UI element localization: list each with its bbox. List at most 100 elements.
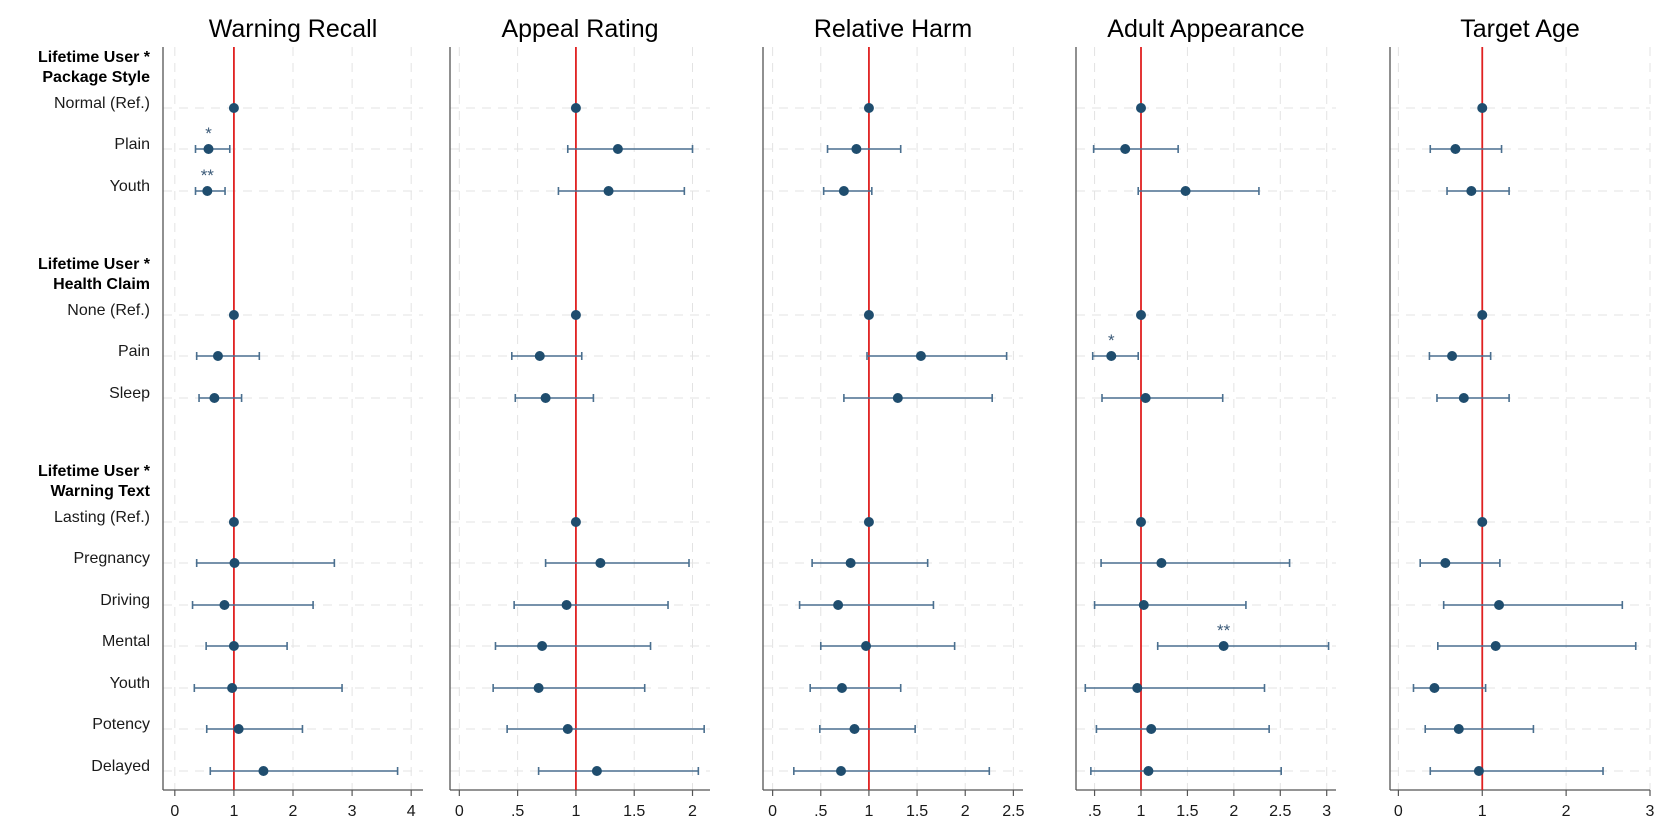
panel-target-age-lasting-ref-6-point [1477, 517, 1488, 527]
panel-adult-appearance-none-ref-3-point [1136, 310, 1146, 320]
panel-warning-recall-sleep-5-point [209, 393, 220, 403]
panel-target-age-normal-ref-0-point [1477, 103, 1488, 113]
panel-relative-harm-lasting-ref-6-point [863, 517, 874, 527]
row-label-mental: Mental [102, 633, 150, 650]
panel-adult-appearance-youth-2-point [1180, 186, 1191, 196]
panel-target-age-plain-1-point [1450, 144, 1461, 154]
panel-warning-recall-delayed-12-point [258, 766, 269, 776]
panel-target-age-none-ref-3-point [1477, 310, 1488, 320]
panel-target-age-pain-4-point [1447, 351, 1458, 361]
panel-appeal-rating: 0 .5 1 1.5 2 Appeal Rating [449, 15, 710, 820]
panel-adult-appearance-normal-ref-0-point [1136, 103, 1146, 113]
panel-appeal-rating-tick-label-4: 2 [688, 803, 697, 820]
row-label-youth-warning: Youth [110, 675, 150, 692]
panel-warning-recall-pregnancy-7-point [229, 558, 240, 568]
panel-warning-recall-plain-1-point [203, 144, 214, 154]
panel-target-age-tick-label-1: 1 [1478, 803, 1487, 820]
panel-adult-appearance-tick-label-2: 1.5 [1176, 803, 1198, 820]
row-label-pregnancy: Pregnancy [74, 550, 151, 567]
panel-relative-harm-sleep-5-point [892, 393, 903, 403]
panel-appeal-rating-pain-4-point [534, 351, 545, 361]
panel-adult-appearance-youth-10-point [1132, 683, 1143, 693]
row-label-none-ref: None (Ref.) [67, 302, 150, 319]
panel-target-age: 0 1 2 3 Target Age [1389, 15, 1655, 820]
panel-appeal-rating-normal-ref-0-point [570, 103, 581, 113]
panel-adult-appearance-tick-label-1: 1 [1137, 803, 1146, 820]
row-label-lasting-ref: Lasting (Ref.) [54, 509, 150, 526]
panel-adult-appearance-tick-label-3: 2 [1229, 803, 1238, 820]
panel-appeal-rating-sleep-5-point [540, 393, 551, 403]
panel-appeal-rating-lasting-ref-6-point [570, 517, 581, 527]
panel-target-age-tick-label-3: 3 [1646, 803, 1655, 820]
panel-relative-harm-potency-11-point [849, 724, 860, 734]
group-label-warning-text-line1: Lifetime User * [38, 463, 151, 480]
panel-warning-recall-mental-9-point [228, 641, 239, 651]
panel-adult-appearance-potency-11-point [1146, 724, 1157, 734]
panel-warning-recall-tick-label-3: 3 [348, 803, 357, 820]
panel-relative-harm-youth-2-point [838, 186, 849, 196]
panel-appeal-rating-plain-1-point [612, 144, 623, 154]
panel-warning-recall-title: Warning Recall [209, 15, 378, 43]
panel-adult-appearance-tick-label-5: 3 [1322, 803, 1331, 820]
panel-target-age-mental-9-point [1490, 641, 1501, 651]
panel-adult-appearance-sleep-5-point [1140, 393, 1151, 403]
group-label-health-claim-line1: Lifetime User * [38, 256, 151, 273]
group-label-package-style-line2: Package Style [42, 69, 150, 86]
panel-warning-recall-tick-label-0: 0 [170, 803, 179, 820]
panel-appeal-rating-tick-label-3: 1.5 [623, 803, 645, 820]
panel-appeal-rating-delayed-12-point [591, 766, 602, 776]
panel-target-age-sleep-5-point [1458, 393, 1469, 403]
panel-target-age-delayed-12-point [1473, 766, 1484, 776]
row-label-delayed: Delayed [91, 758, 150, 775]
panel-warning-recall-tick-label-4: 4 [407, 803, 416, 820]
row-label-youth-package: Youth [110, 178, 150, 195]
panel-relative-harm-mental-9-point [861, 641, 872, 651]
panel-target-age-driving-8-point [1494, 600, 1505, 610]
row-label-pain: Pain [118, 343, 150, 360]
panel-relative-harm-none-ref-3-point [863, 310, 874, 320]
panel-relative-harm-tick-label-5: 2.5 [1002, 803, 1024, 820]
panel-adult-appearance-pregnancy-7-point [1156, 558, 1167, 568]
panel-warning-recall-youth-2-significance: ** [201, 166, 215, 185]
panel-relative-harm-tick-label-1: .5 [814, 803, 827, 820]
group-label-health-claim-line2: Health Claim [53, 276, 150, 293]
row-label-driving: Driving [100, 592, 150, 609]
panel-appeal-rating-potency-11-point [562, 724, 573, 734]
panel-appeal-rating-youth-2-point [603, 186, 614, 196]
panel-warning-recall-normal-ref-0-point [228, 103, 239, 113]
panel-relative-harm-title: Relative Harm [814, 15, 972, 43]
panel-target-age-tick-label-0: 0 [1394, 803, 1403, 820]
panel-target-age-title: Target Age [1460, 15, 1580, 43]
row-label-potency: Potency [92, 716, 150, 733]
panel-relative-harm-tick-label-0: 0 [768, 803, 777, 820]
panel-warning-recall-tick-label-2: 2 [289, 803, 298, 820]
panel-warning-recall-youth-10-point [227, 683, 238, 693]
panel-relative-harm-normal-ref-0-point [863, 103, 874, 113]
panel-relative-harm-plain-1-point [851, 144, 862, 154]
panel-target-age-youth-10-point [1429, 683, 1440, 693]
panel-appeal-rating-tick-label-1: .5 [511, 803, 524, 820]
panel-relative-harm-youth-10-point [836, 683, 847, 693]
panel-adult-appearance-mental-9-point [1218, 641, 1229, 651]
panel-adult-appearance-pain-4-point [1106, 351, 1117, 361]
panel-relative-harm-tick-label-2: 1 [864, 803, 873, 820]
panel-adult-appearance-tick-label-4: 2.5 [1269, 803, 1291, 820]
panel-warning-recall-lasting-ref-6-point [228, 517, 239, 527]
panel-warning-recall-plain-1-significance: * [205, 124, 212, 143]
panel-warning-recall-driving-8-point [219, 600, 230, 610]
panel-warning-recall-none-ref-3-point [228, 310, 239, 320]
panel-appeal-rating-tick-label-0: 0 [455, 803, 464, 820]
group-label-package-style-line1: Lifetime User * [38, 49, 151, 66]
panel-relative-harm-tick-label-4: 2 [961, 803, 970, 820]
panel-adult-appearance-driving-8-point [1138, 600, 1149, 610]
panel-relative-harm: 0 .5 1 1.5 2 2.5 Relative Harm [762, 15, 1025, 820]
panel-appeal-rating-mental-9-point [537, 641, 548, 651]
panel-adult-appearance-tick-label-0: .5 [1088, 803, 1101, 820]
panel-target-age-tick-label-2: 2 [1562, 803, 1571, 820]
row-label-normal-ref: Normal (Ref.) [54, 95, 150, 112]
panel-appeal-rating-youth-10-point [533, 683, 544, 693]
